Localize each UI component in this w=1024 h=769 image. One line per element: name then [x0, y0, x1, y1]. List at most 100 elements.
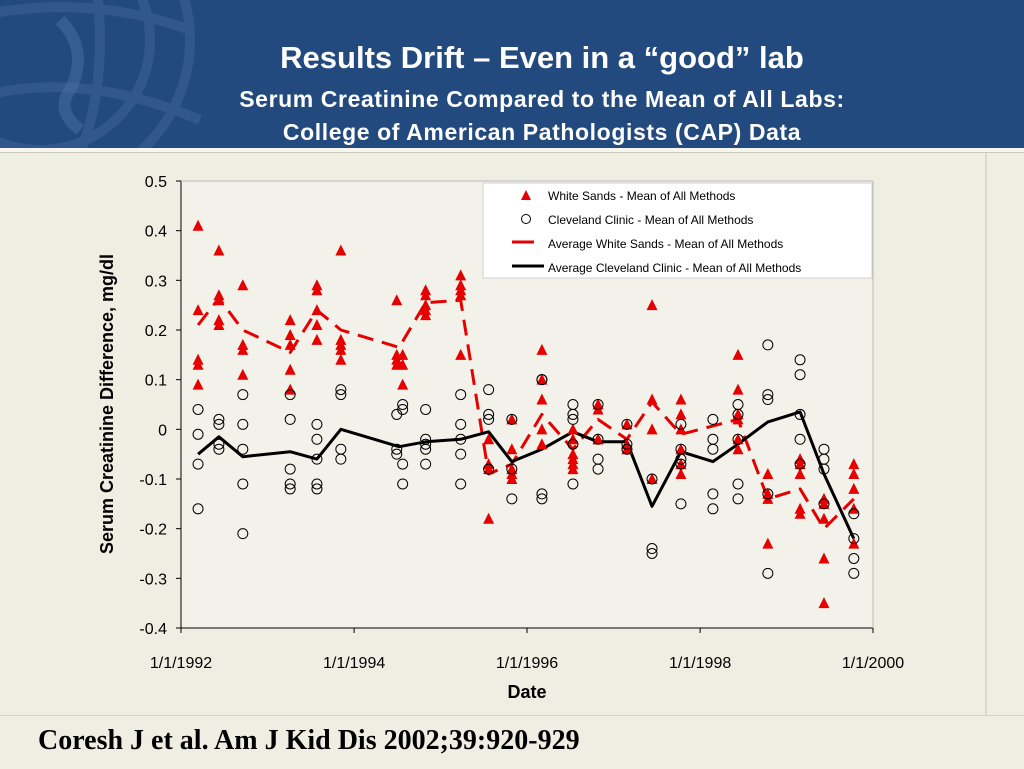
white-sands-point: [536, 438, 548, 450]
white-sands-point: [213, 294, 225, 306]
cleveland-clinic-point: [335, 453, 347, 465]
average-white-sands-line: [196, 296, 855, 531]
cleveland-clinic-point: [707, 503, 719, 515]
white-sands-point: [592, 433, 604, 445]
cleveland-clinic-point: [848, 508, 860, 520]
cleveland-clinic-point: [420, 438, 432, 450]
cleveland-clinic-point: [675, 453, 687, 465]
cleveland-clinic-point: [391, 443, 403, 455]
cleveland-clinic-point: [192, 458, 204, 470]
white-sands-point: [213, 244, 225, 256]
cleveland-clinic-point: [335, 389, 347, 401]
cleveland-clinic-point: [284, 413, 296, 425]
cleveland-clinic-point: [762, 567, 774, 579]
cleveland-clinic-point: [192, 503, 204, 515]
white-sands-point: [483, 463, 495, 475]
cleveland-clinic-point: [311, 483, 323, 495]
legend-triangle-marker: [521, 190, 531, 200]
white-sands-point: [506, 473, 518, 484]
cleveland-clinic-point: [483, 408, 495, 420]
white-sands-point: [455, 289, 467, 301]
white-sands-point: [397, 358, 409, 370]
white-sands-point: [420, 289, 432, 301]
cleveland-clinic-point: [732, 433, 744, 445]
white-sands-point: [397, 378, 409, 390]
white-sands-point: [794, 468, 806, 480]
cleveland-clinic-point: [213, 413, 225, 425]
white-sands-point: [237, 343, 249, 355]
y-tick-label: -0.3: [139, 571, 167, 588]
white-sands-point: [536, 393, 548, 405]
cleveland-clinic-point: [213, 443, 225, 455]
cleveland-clinic-point: [483, 413, 495, 425]
legend-label-average-cleveland-clinic: Average Cleveland Clinic - Mean of All M…: [548, 261, 801, 275]
cleveland-clinic-point: [536, 493, 548, 505]
cleveland-clinic-point: [284, 483, 296, 495]
cleveland-clinic-point: [397, 458, 409, 470]
white-sands-point: [818, 497, 830, 509]
white-sands-point: [592, 403, 604, 415]
white-sands-point: [536, 343, 548, 355]
cleveland-clinic-point: [675, 498, 687, 510]
header-divider-line: [0, 152, 1024, 153]
white-sands-point: [237, 368, 249, 380]
cleveland-clinic-point: [567, 478, 579, 490]
cleveland-clinic-point: [397, 403, 409, 415]
slide-title: Results Drift – Even in a “good” lab: [280, 40, 804, 75]
white-sands-point: [311, 284, 323, 296]
white-sands-point: [762, 492, 774, 504]
cleveland-clinic-point: [646, 543, 658, 555]
cleveland-clinic-point: [848, 533, 860, 545]
white-sands-point: [848, 482, 860, 494]
white-sands-point: [311, 304, 323, 316]
cleveland-clinic-point: [335, 384, 347, 396]
white-sands-point: [762, 468, 774, 480]
cleveland-clinic-point: [397, 399, 409, 410]
white-sands-point: [621, 443, 633, 455]
white-sands-point: [335, 353, 347, 365]
white-sands-point: [621, 418, 633, 430]
white-sands-point: [675, 443, 687, 455]
x-tick-label: 1/1/1992: [150, 655, 212, 672]
cleveland-clinic-point: [311, 433, 323, 445]
white-sands-point: [192, 378, 204, 390]
axis-ticks: 0.5 0.4 0.3 0.2 0.1 0 -0.1 -0.2 -0.3 -0.4 1/1/1992…: [139, 174, 904, 672]
legend: White Sands - Mean of All Methods Clevel…: [482, 182, 873, 279]
white-sands-point: [794, 458, 806, 470]
white-sands-point: [646, 299, 658, 311]
cleveland-clinic-point: [592, 433, 604, 445]
y-tick-label: -0.2: [139, 522, 167, 539]
white-sands-point: [762, 537, 774, 549]
y-axis-title: Serum Creatinine Difference, mg/dl: [97, 254, 117, 554]
cleveland-clinic-point: [237, 478, 249, 490]
cleveland-clinic-point: [646, 548, 658, 559]
y-tick-label: -0.1: [139, 472, 167, 489]
cleveland-clinic-point: [794, 354, 806, 366]
cleveland-clinic-point: [794, 458, 806, 470]
y-tick-label: 0.2: [145, 323, 167, 340]
cleveland-clinic-point: [567, 438, 579, 450]
x-tick-label: 1/1/1994: [323, 655, 385, 672]
cleveland-clinic-point: [506, 463, 518, 475]
cleveland-clinic-point: [420, 403, 432, 415]
cleveland-clinic-point: [311, 478, 323, 490]
cleveland-clinic-point: [675, 458, 687, 470]
cleveland-clinic-point: [848, 552, 860, 564]
x-axis-title: Date: [507, 682, 546, 702]
white-sands-point: [483, 512, 495, 524]
y-tick-label: -0.4: [139, 621, 167, 638]
globe-watermark-icon: [0, 0, 202, 148]
white-sands-point: [675, 408, 687, 420]
cleveland-clinic-point: [483, 384, 495, 396]
cleveland-clinic-point: [732, 493, 744, 505]
legend-circle-marker: [521, 214, 531, 224]
cleveland-clinic-point: [506, 493, 518, 505]
cleveland-clinic-point: [506, 413, 518, 425]
white-sands-point: [732, 348, 744, 360]
white-sands-point: [848, 468, 860, 480]
white-sands-point: [192, 219, 204, 231]
white-sands-point: [732, 443, 744, 455]
white-sands-point: [675, 458, 687, 470]
white-sands-point: [646, 473, 658, 484]
cleveland-clinic-point: [646, 473, 658, 485]
